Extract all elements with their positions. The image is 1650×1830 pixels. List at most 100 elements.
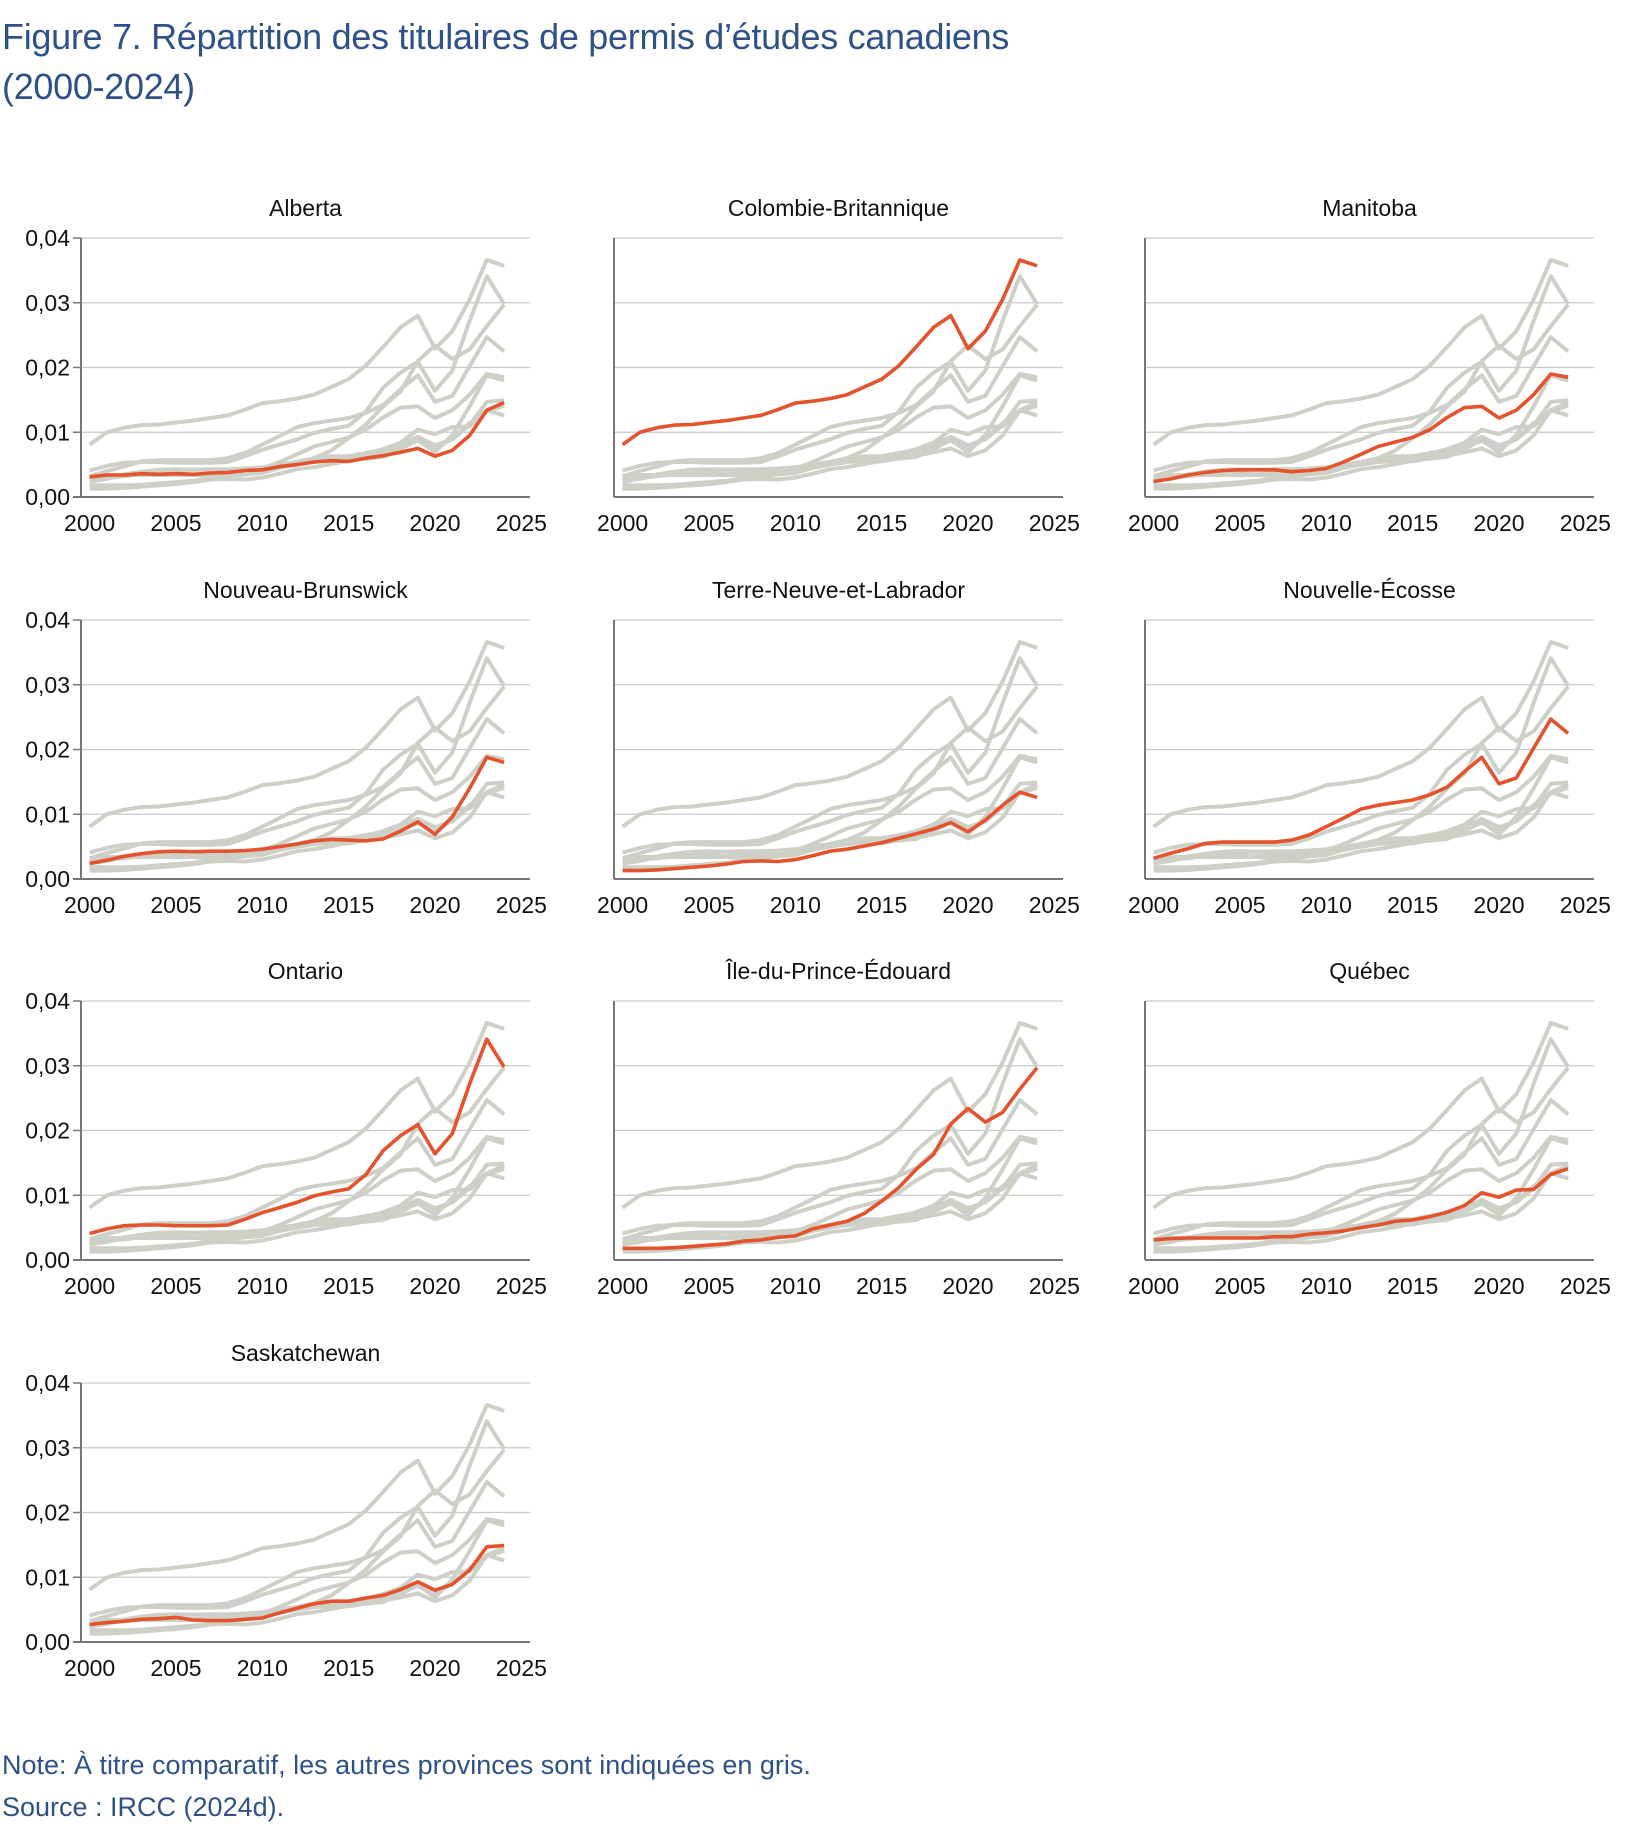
panel-terre-neuve-et-labrador: Terre-Neuve-et-Labrador 2000 2005 2010 2015 2… [597,577,1080,918]
x-tick-label: 2020 [942,892,993,918]
panel-title: Nouvelle-Écosse [1283,577,1456,603]
series-line-other [88,1403,505,1592]
x-tick-label: 2025 [1029,510,1080,536]
panel-ontario: Ontario 0,00 0,01 0,02 0,03 0,04 2000 2005 2010 2… [25,958,547,1299]
x-tick-label: 2025 [496,1273,547,1299]
y-tick-label: 0,03 [25,672,70,698]
series-line-other [89,274,506,473]
y-tick-label: 0,03 [25,1053,70,1079]
x-tick-label: 2020 [409,1655,460,1681]
x-tick-label: 2005 [1214,892,1265,918]
figure-title-line-2: (2000-2024) [2,66,195,107]
y-tick-label: 0,01 [25,1182,70,1208]
series-line-other [1153,274,1570,473]
y-tick-label: 0,04 [25,988,70,1014]
x-tick-label: 2020 [1473,892,1524,918]
x-tick-label: 2005 [150,892,201,918]
series-line-highlight [1153,717,1570,861]
y-tick-label: 0,00 [25,1629,70,1655]
panel-manitoba: Manitoba 2000 2005 2010 2015 2020 2025 [1128,195,1611,536]
x-tick-label: 2010 [237,510,288,536]
series-line-highlight [622,1066,1039,1251]
series-line-other [1153,1171,1569,1254]
series-line-other [89,1161,505,1245]
y-tick-label: 0,00 [25,866,70,892]
panel-title: Colombie-Britannique [728,195,949,221]
panel-alberta: Alberta 0,00 0,01 0,02 0,03 0,04 2000 2005 2010 2… [25,195,547,536]
series-line-highlight [1153,372,1569,484]
series-line-other [89,685,506,870]
series-line-other [1152,1021,1569,1210]
x-tick-label: 2010 [237,892,288,918]
series-line-other [622,1037,1039,1236]
x-tick-label: 2010 [1301,510,1352,536]
x-tick-label: 2025 [1560,892,1611,918]
series-line-other [89,1448,506,1633]
series-line-other [622,656,1039,855]
figure-title-line-1: Figure 7. Répartition des titulaires de … [2,16,1010,57]
y-tick-label: 0,02 [25,1118,70,1144]
x-tick-label: 2020 [409,1273,460,1299]
series-line-highlight [89,1543,505,1627]
x-tick-label: 2010 [1301,892,1352,918]
x-tick-label: 2020 [1473,1273,1524,1299]
series-line-highlight [1153,1166,1569,1242]
x-tick-label: 2010 [237,1655,288,1681]
x-tick-label: 2015 [856,892,907,918]
panel-title: Manitoba [1322,195,1417,221]
x-tick-label: 2025 [1029,892,1080,918]
y-tick-label: 0,00 [25,1247,70,1273]
x-tick-label: 2020 [409,892,460,918]
series-line-other [1152,258,1569,447]
series-line-other [1153,780,1569,864]
x-tick-label: 2015 [856,1273,907,1299]
x-tick-label: 2015 [1387,1273,1438,1299]
x-tick-label: 2015 [1387,892,1438,918]
series-line-other [1153,1066,1570,1251]
y-tick-label: 0,04 [25,1370,70,1396]
x-tick-label: 2010 [237,1273,288,1299]
x-tick-label: 2000 [597,1273,648,1299]
y-tick-label: 0,01 [25,419,70,445]
figure-title: Figure 7. Répartition des titulaires de … [2,12,1009,112]
x-tick-label: 2025 [496,510,547,536]
panel-nouvelle-cosse: Nouvelle-Écosse 2000 2005 2010 2015 2020 2025 [1128,577,1611,918]
x-tick-label: 2000 [64,892,115,918]
y-tick-label: 0,01 [25,801,70,827]
x-tick-label: 2000 [597,510,648,536]
panel-title: Nouveau-Brunswick [203,577,408,603]
x-tick-label: 2015 [856,510,907,536]
y-tick-label: 0,02 [25,355,70,381]
series-line-other [1153,1037,1570,1236]
series-line-other [622,398,1038,482]
x-tick-label: 2005 [1214,510,1265,536]
x-tick-label: 2010 [770,892,821,918]
series-line-other [621,640,1038,829]
figure-note: Note: À titre comparatif, les autres pro… [2,1750,811,1780]
series-line-highlight [89,1037,506,1236]
panel-title: Ontario [268,958,343,984]
series-line-other [88,258,505,447]
x-tick-label: 2015 [323,892,374,918]
y-tick-label: 0,02 [25,737,70,763]
panel-qu-bec: Québec 2000 2005 2010 2015 2020 2025 [1128,958,1611,1299]
series-line-other [622,274,1039,473]
series-line-other [89,1098,506,1242]
panel-nouveau-brunswick: Nouveau-Brunswick 0,00 0,01 0,02 0,03 0,04 200… [25,577,547,918]
series-line-other [88,1021,505,1210]
panel--le-du-prince-douard: Île-du-Prince-Édouard 2000 2005 2010 2015 202… [597,958,1080,1299]
y-tick-label: 0,04 [25,607,70,633]
x-tick-label: 2015 [323,1273,374,1299]
x-tick-label: 2000 [64,1273,115,1299]
y-tick-label: 0,03 [25,290,70,316]
series-line-other [622,303,1039,488]
panel-title: Québec [1329,958,1410,984]
series-line-other [622,685,1039,870]
x-tick-label: 2005 [1214,1273,1265,1299]
x-tick-label: 2000 [1128,510,1179,536]
series-line-other [1153,656,1570,855]
x-tick-label: 2015 [323,1655,374,1681]
panel-title: Saskatchewan [231,1340,381,1366]
x-tick-label: 2020 [409,510,460,536]
